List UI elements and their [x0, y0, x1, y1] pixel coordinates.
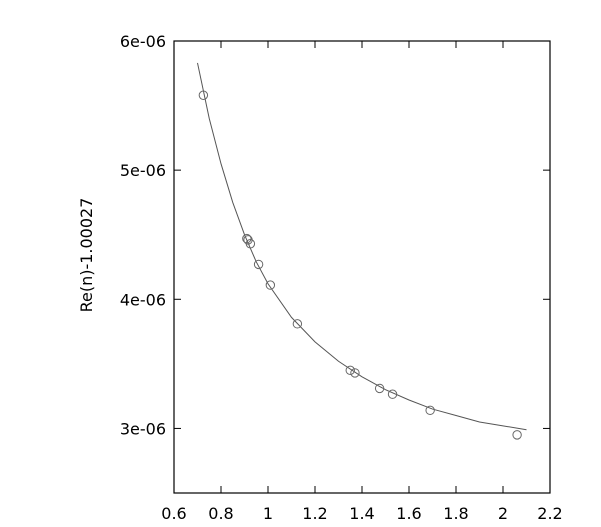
data-point — [350, 368, 360, 378]
y-axis-ticks: 3e-06 4e-06 5e-06 6e-06 — [120, 32, 550, 438]
y-tick-label: 6e-06 — [120, 32, 166, 51]
data-point — [198, 90, 209, 100]
y-tick-label: 4e-06 — [120, 290, 166, 309]
x-tick-label: 1.4 — [349, 504, 374, 523]
x-tick-label: 2.2 — [537, 504, 562, 523]
plot-frame — [173, 40, 551, 494]
plot-border — [173, 40, 551, 494]
y-tick-label: 3e-06 — [120, 419, 166, 438]
data-point — [512, 430, 522, 440]
fit-curve-path — [197, 62, 527, 431]
x-tick-label: 0.8 — [208, 504, 233, 523]
data-point — [425, 405, 435, 416]
data-point — [253, 259, 264, 270]
data-point — [242, 233, 252, 244]
data-point — [345, 365, 355, 376]
x-tick-label: 1.2 — [302, 504, 327, 523]
x-axis-ticks: 0.6 0.8 1 1.2 1.4 1.6 1.8 2 2.2 — [161, 41, 563, 523]
data-point — [245, 239, 256, 249]
x-tick-label: 2 — [498, 504, 508, 523]
x-tick-label: 1 — [263, 504, 273, 523]
x-tick-label: 1.8 — [443, 504, 468, 523]
data-point — [374, 383, 385, 394]
y-axis-label: Re(n)-1.00027 — [77, 198, 96, 313]
x-tick-label: 1.6 — [396, 504, 421, 523]
data-points — [198, 90, 522, 440]
x-tick-label: 0.6 — [161, 504, 186, 523]
fit-curve — [197, 62, 527, 431]
data-point — [265, 280, 276, 290]
data-point — [387, 389, 398, 399]
y-tick-label: 5e-06 — [120, 161, 166, 180]
data-point — [292, 319, 303, 329]
